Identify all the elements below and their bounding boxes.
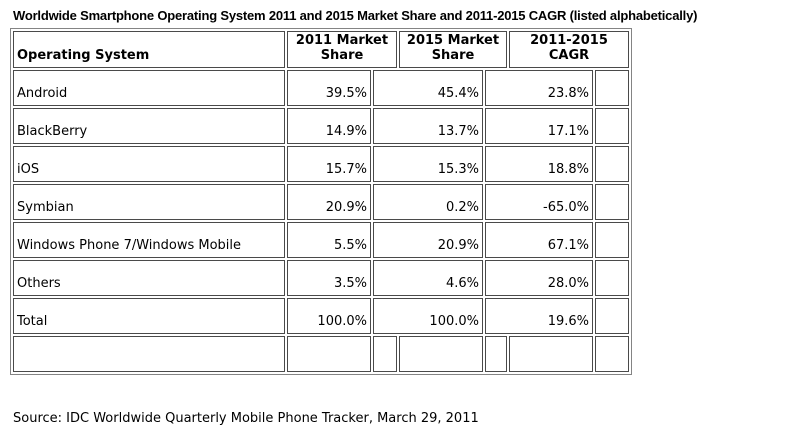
page-title: Worldwide Smartphone Operating System 20…	[13, 8, 698, 23]
share-2015-cell: 0.2%	[373, 183, 483, 220]
share-2011-cell: 100.0%	[287, 297, 371, 334]
spacer-cell	[595, 297, 629, 334]
cagr-cell: 28.0%	[485, 259, 593, 296]
spacer-cell	[595, 145, 629, 182]
table-row-android: Android 39.5% 45.4% 23.8%	[13, 69, 629, 106]
source-attribution: Source: IDC Worldwide Quarterly Mobile P…	[13, 411, 479, 426]
cagr-cell: 18.8%	[485, 145, 593, 182]
spacer-cell	[595, 69, 629, 106]
os-cell: iOS	[13, 145, 285, 182]
share-2011-cell: 15.7%	[287, 145, 371, 182]
table-row-symbian: Symbian 20.9% 0.2% -65.0%	[13, 183, 629, 220]
header-operating-system: Operating System	[13, 31, 285, 68]
table-row-blackberry: BlackBerry 14.9% 13.7% 17.1%	[13, 107, 629, 144]
header-2015-market-share: 2015 Market Share	[399, 31, 507, 68]
os-cell: Others	[13, 259, 285, 296]
cagr-cell: 17.1%	[485, 107, 593, 144]
os-cell: Total	[13, 297, 285, 334]
share-2015-cell: 13.7%	[373, 107, 483, 144]
cagr-cell: 23.8%	[485, 69, 593, 106]
share-2015-cell: 4.6%	[373, 259, 483, 296]
cagr-cell: 67.1%	[485, 221, 593, 258]
market-share-table: Operating System 2011 Market Share 2015 …	[10, 28, 632, 375]
os-cell: Android	[13, 69, 285, 106]
share-2015-cell: 45.4%	[373, 69, 483, 106]
empty-cell	[287, 335, 371, 372]
empty-cell	[485, 335, 507, 372]
table-row-others: Others 3.5% 4.6% 28.0%	[13, 259, 629, 296]
empty-cell	[13, 335, 285, 372]
table-row-total: Total 100.0% 100.0% 19.6%	[13, 297, 629, 334]
spacer-cell	[595, 259, 629, 296]
empty-cell	[399, 335, 483, 372]
share-2011-cell: 5.5%	[287, 221, 371, 258]
table-row-windows-phone: Windows Phone 7/Windows Mobile 5.5% 20.9…	[13, 221, 629, 258]
share-2011-cell: 14.9%	[287, 107, 371, 144]
os-cell: BlackBerry	[13, 107, 285, 144]
empty-cell	[595, 335, 629, 372]
cagr-cell: -65.0%	[485, 183, 593, 220]
header-2011-2015-cagr: 2011-2015 CAGR	[509, 31, 629, 68]
os-cell: Symbian	[13, 183, 285, 220]
share-2015-cell: 100.0%	[373, 297, 483, 334]
share-2011-cell: 20.9%	[287, 183, 371, 220]
spacer-cell	[595, 183, 629, 220]
cagr-cell: 19.6%	[485, 297, 593, 334]
spacer-cell	[595, 107, 629, 144]
empty-cell	[509, 335, 593, 372]
empty-cell	[373, 335, 397, 372]
spacer-cell	[595, 221, 629, 258]
share-2015-cell: 20.9%	[373, 221, 483, 258]
table-row-empty	[13, 335, 629, 372]
os-cell: Windows Phone 7/Windows Mobile	[13, 221, 285, 258]
header-2011-market-share: 2011 Market Share	[287, 31, 397, 68]
share-2015-cell: 15.3%	[373, 145, 483, 182]
share-2011-cell: 39.5%	[287, 69, 371, 106]
table-row-ios: iOS 15.7% 15.3% 18.8%	[13, 145, 629, 182]
table-header-row: Operating System 2011 Market Share 2015 …	[13, 31, 629, 68]
share-2011-cell: 3.5%	[287, 259, 371, 296]
